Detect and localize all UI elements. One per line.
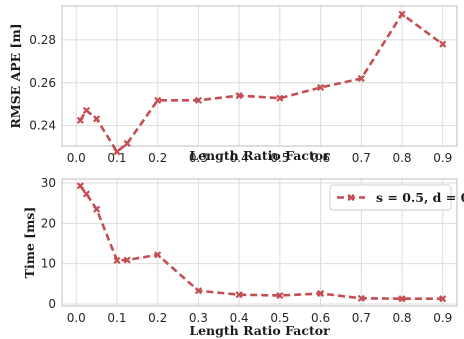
x-tick-label: 0.5 (270, 311, 289, 325)
data-point-marker (317, 289, 325, 298)
data-point-marker (398, 295, 406, 303)
y-tick-label: 30 (41, 176, 56, 190)
data-point-marker (93, 205, 101, 213)
data-point-marker (113, 256, 121, 265)
legend-marker (347, 193, 355, 202)
legend: s = 0.5, d = 0.6 (329, 184, 464, 211)
data-point-marker (154, 96, 162, 104)
data-point-marker (76, 116, 84, 124)
x-tick-label: 0.3 (189, 311, 208, 325)
x-tick-label: 0.1 (107, 311, 126, 325)
x-tick-label: 0.6 (311, 311, 330, 325)
data-point-marker (357, 74, 365, 83)
legend-label: s = 0.5, d = 0.6 (376, 190, 464, 205)
x-axis-label: Length Ratio Factor (189, 323, 330, 338)
data-point-marker (235, 291, 243, 299)
x-tick-label: 0.1 (107, 151, 126, 165)
data-point-marker (439, 295, 447, 303)
x-tick-label: 0.4 (230, 151, 249, 165)
y-tick-label: 0.24 (29, 119, 56, 133)
bottom-chart-time: 0.0 0.1 0.2 0.3 0.4 0.5 0.6 0.7 0.8 0.9 0 10 20 30 Len… (22, 176, 464, 338)
plot-frame (61, 178, 458, 307)
data-point-marker (276, 291, 284, 300)
top-chart-rmse-ape: 0.0 0.1 0.2 0.3 0.4 0.5 0.6 0.7 0.8 0.9 0.24 0.26 0.… (8, 5, 458, 165)
data-point-marker (235, 92, 243, 100)
data-point-marker (154, 251, 162, 259)
x-tick-label: 0.3 (189, 151, 208, 165)
x-tick-label: 0.8 (392, 151, 411, 165)
legend-box (329, 184, 452, 211)
x-tick-label: 0.0 (67, 311, 86, 325)
x-tick-label: 0.7 (352, 311, 371, 325)
y-tick-label: 0.28 (29, 33, 56, 47)
data-point-marker (123, 139, 131, 148)
data-point-marker (398, 10, 406, 18)
y-axis-label: RMSE APE [m] (8, 23, 23, 128)
x-tick-label: 0.9 (433, 151, 452, 165)
data-point-marker (123, 256, 131, 264)
x-tick-label: 0.2 (148, 311, 167, 325)
x-tick-label: 0.4 (230, 311, 249, 325)
x-tick-label: 0.9 (433, 311, 452, 325)
data-point-marker (82, 106, 91, 114)
data-point-marker (317, 83, 325, 92)
data-point-marker (357, 294, 365, 302)
x-tick-label: 0.7 (352, 151, 371, 165)
data-point-marker (194, 287, 202, 295)
y-tick-label: 0 (48, 297, 56, 311)
data-point-marker (113, 148, 121, 156)
data-point-marker (194, 96, 202, 104)
data-point-marker (93, 115, 101, 123)
x-tick-label: 0.5 (270, 151, 289, 165)
data-point-marker (76, 182, 84, 190)
data-point-marker (82, 190, 91, 198)
x-tick-label: 0.0 (67, 151, 86, 165)
y-axis-label: Time [ms] (22, 207, 37, 279)
x-tick-label: 0.2 (148, 151, 167, 165)
plot-frame (61, 5, 458, 147)
x-axis-label: Length Ratio Factor (189, 148, 330, 163)
x-tick-label: 0.6 (311, 151, 330, 165)
y-tick-label: 10 (41, 257, 56, 271)
x-tick-label: 0.8 (392, 311, 411, 325)
data-point-marker (276, 94, 284, 102)
y-tick-label: 0.26 (29, 76, 56, 90)
y-tick-label: 20 (41, 216, 56, 230)
data-point-marker (439, 40, 447, 48)
